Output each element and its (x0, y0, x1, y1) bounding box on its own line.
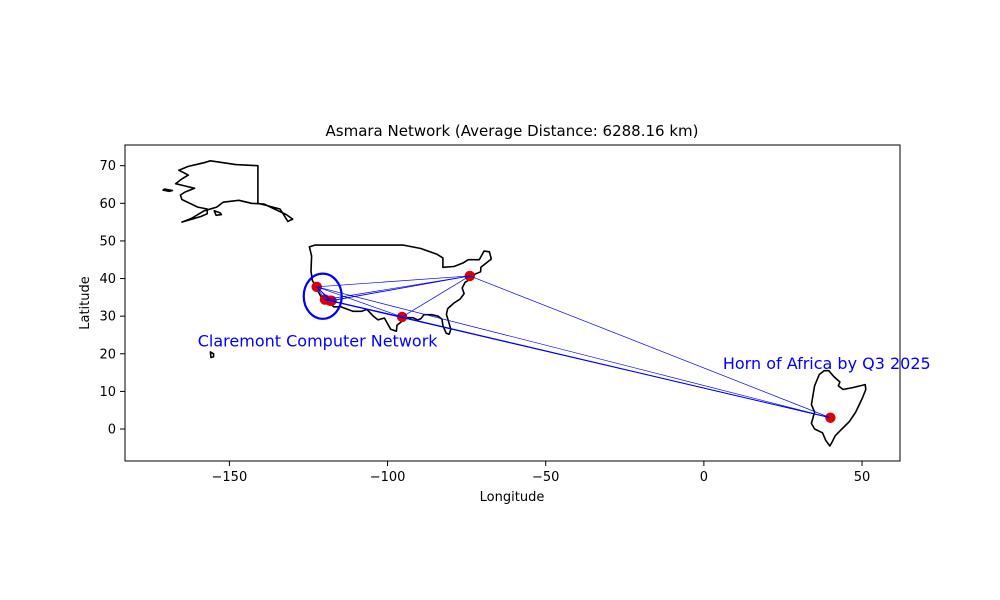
region-outline-hawaii (209, 351, 215, 359)
region-outline-islands-west (162, 188, 174, 193)
x-tick-label: −150 (212, 470, 248, 485)
network-edge (316, 286, 332, 301)
annotation-label: Claremont Computer Network (198, 331, 439, 350)
y-tick-label: 70 (99, 159, 116, 174)
annotation-label: Horn of Africa by Q3 2025 (723, 354, 931, 373)
y-tick-label: 10 (99, 385, 116, 400)
x-tick-label: −50 (532, 470, 559, 485)
y-tick-label: 20 (99, 347, 116, 362)
network-edge (401, 275, 470, 318)
y-tick-label: 0 (108, 423, 116, 438)
x-axis-label: Longitude (480, 490, 545, 505)
y-tick-label: 60 (99, 197, 116, 212)
network-edge (331, 275, 470, 302)
chart-title: Asmara Network (Average Distance: 6288.1… (326, 122, 699, 140)
x-tick-label: 0 (700, 470, 708, 485)
x-tick-label: −100 (370, 470, 406, 485)
ticks: −150 −100 −50 0 50 0 10 20 30 40 50 60 70 (99, 159, 870, 485)
region-outline-islands-south (213, 210, 223, 217)
network-edge (316, 286, 831, 419)
region-outline-alaska (174, 160, 294, 223)
y-axis-label: Latitude (78, 276, 93, 330)
highlight-ellipse (302, 272, 343, 320)
y-tick-label: 50 (99, 234, 116, 249)
network-edge (469, 275, 831, 419)
network-edge (316, 286, 403, 318)
network-edge (402, 316, 831, 419)
y-tick-label: 30 (99, 310, 116, 325)
x-tick-label: 50 (854, 470, 871, 485)
network-edge (316, 286, 326, 300)
plot-area: Claremont Computer Network Horn of Africa… (162, 160, 931, 447)
network-edge (316, 275, 470, 288)
y-tick-label: 40 (99, 272, 116, 287)
axes-frame (124, 144, 901, 462)
